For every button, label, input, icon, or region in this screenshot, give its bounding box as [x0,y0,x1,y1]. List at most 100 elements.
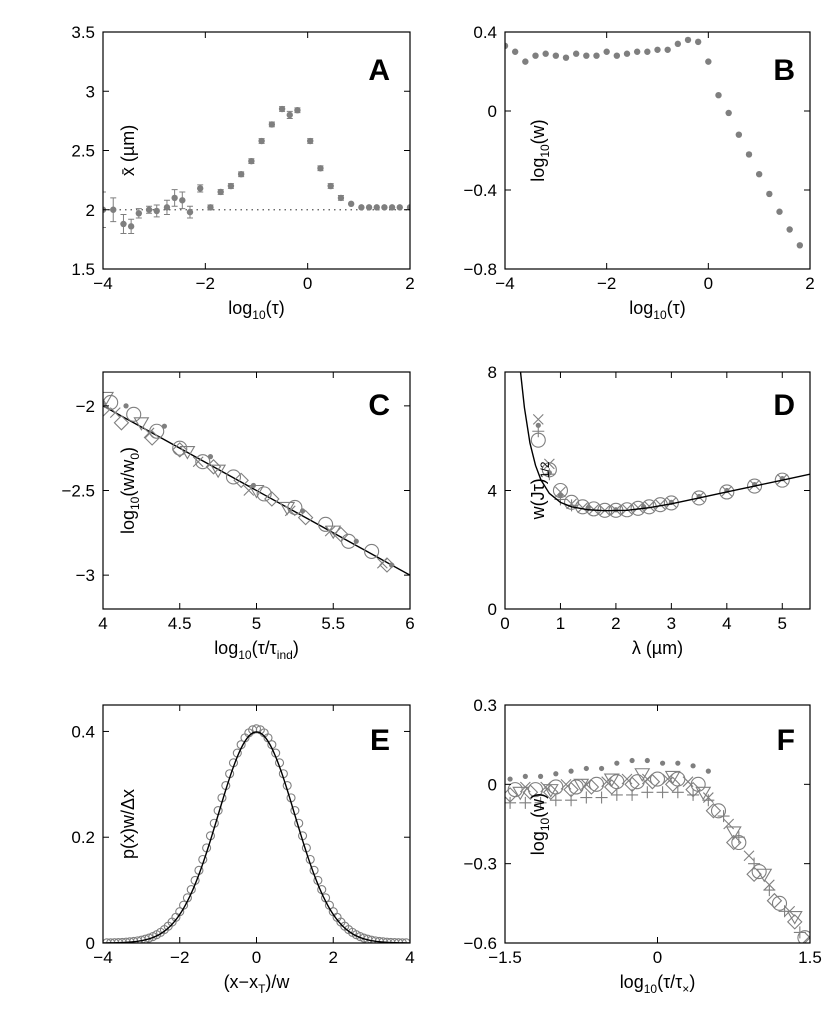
data-point [629,757,635,764]
y-axis-label-part: w(Jτ) [528,478,548,520]
data-point [207,454,214,460]
data-point [690,776,706,792]
data-point [731,834,747,851]
x-axis-label-part: (x−x [224,972,259,992]
series-dot [505,36,804,249]
data-point [786,911,803,925]
x-axis-label-part: ) [293,638,299,658]
data-point [396,204,403,211]
y-axis-label-part: log [118,510,138,534]
fit-curve [103,731,410,943]
data-point [318,516,334,532]
data-point [279,501,296,516]
y-axis-label: p(x)w/Δx [118,789,138,859]
x-tick-label: −1.5 [488,948,522,967]
x-tick-label: 4 [405,948,414,967]
series-circle [103,724,410,943]
data-point [507,776,513,782]
data-point [542,50,549,57]
data-point [532,414,544,425]
data-point [237,171,245,178]
data-point [327,182,334,190]
x-axis-label-part: ind [277,648,293,662]
data-point [103,401,111,418]
y-axis-label: log10(w) [528,119,552,181]
data-point [248,157,255,165]
data-point [534,796,547,809]
data-point [776,208,783,215]
x-axis-label-part: log [629,298,653,318]
data-point [186,208,194,216]
x-axis-label: log10(τ) [629,298,686,322]
data-point [364,543,380,559]
data-point [746,866,762,883]
data-point [613,52,621,59]
data-point [519,781,531,793]
data-point [388,562,395,568]
data-point [796,242,804,249]
x-tick-label: −4 [93,274,112,293]
y-axis-label: w(Jτ)1/2 [528,461,552,520]
data-point [632,502,644,514]
data-point [702,794,715,807]
data-point [671,786,684,799]
plot-area [505,36,804,249]
data-point [542,784,559,801]
x-axis-label-part: 10 [644,982,658,996]
data-point [171,442,188,458]
data-point [687,788,700,801]
panel-letter: B [773,54,795,87]
data-point [745,151,753,158]
data-point [557,492,564,498]
data-point [248,484,265,499]
plot-area [103,105,410,234]
data-point [621,503,633,515]
data-point [641,773,653,785]
series-diamond [505,773,810,943]
axes-frame [504,31,811,270]
panel-E: −4 −2 0 2 4 0 0.2 0.4 (x−xT)/w p(x)w/Δx E [71,704,415,996]
data-point [197,185,204,192]
y-axis-label-part: 10 [128,496,142,510]
data-point [110,206,117,213]
data-point [583,52,590,59]
x-tick-label: 0 [704,274,713,293]
plot-area [103,391,410,576]
data-point [347,200,355,208]
series-dot [507,757,711,782]
y-tick-label: 0 [86,934,95,953]
data-point [664,46,671,53]
series-plus [505,786,806,939]
data-point [546,470,552,476]
y-tick-label: −2.5 [61,482,95,501]
x-axis-label-part: log [620,972,644,992]
data-point [633,48,641,55]
data-point [179,197,186,204]
data-point [774,472,790,488]
x-axis-label-part: log [228,298,252,318]
data-point [802,935,810,943]
data-point [649,771,666,787]
data-point [603,779,620,795]
x-axis-label-part: log [214,638,238,658]
data-point [505,42,509,50]
x-tick-label: 3 [667,614,676,633]
x-tick-label: 5 [778,614,787,633]
x-tick-label: 4.5 [168,614,192,633]
data-point [161,423,167,429]
data-point [324,525,336,537]
data-point [376,557,388,569]
y-axis-label-part: x̄ (µm) [118,125,138,176]
y-tick-label: −3 [76,566,95,585]
x-axis-label-part: λ (µm) [632,638,683,658]
panel-letter: C [368,389,390,422]
data-point [299,508,306,514]
axes-frame [102,704,411,944]
data-point [682,776,694,788]
data-point [598,765,605,772]
data-point [192,456,204,468]
x-tick-label: 4 [722,614,731,633]
data-point [746,478,763,494]
data-point [233,472,249,489]
